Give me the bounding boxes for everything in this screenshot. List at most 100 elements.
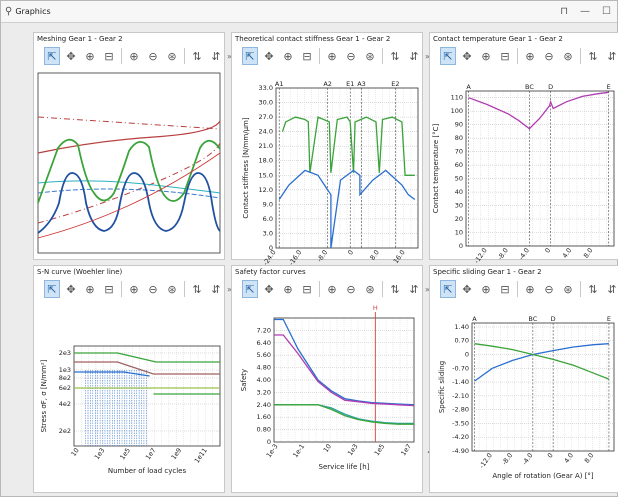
fit-horizontal-button[interactable]: ⇅ (189, 280, 205, 298)
x-tick-label: 10 (69, 447, 80, 458)
x-tick-label: 1e5 (118, 447, 132, 462)
maximize-button[interactable]: ☐ (602, 6, 611, 17)
fit-vertical-button[interactable]: ⇵ (604, 47, 618, 65)
zoom-window-button[interactable]: ⊕ (82, 280, 98, 298)
ruler-button[interactable]: ⊟ (101, 280, 117, 298)
y-axis-label: Contact temperature [°C] (432, 123, 440, 213)
y-tick-label: 7.20 (257, 326, 271, 334)
ruler-icon: ⊟ (104, 49, 114, 63)
y-tick-label: 4.80 (257, 364, 271, 372)
chart-toolbar: ⇱✥⊕⊟⊕⊖⊛⇅⇵» (440, 278, 618, 300)
select-arrow-button[interactable]: ⇱ (242, 47, 258, 65)
zoom-in-button[interactable]: ⊕ (324, 280, 340, 298)
fit-vertical-icon: ⇵ (211, 49, 221, 63)
y-tick-label: 50 (455, 175, 463, 183)
fit-vertical-button[interactable]: ⇵ (604, 280, 618, 298)
select-arrow-button[interactable]: ⇱ (440, 47, 456, 65)
y-tick-label: -0.70 (452, 364, 469, 372)
pan-button[interactable]: ✥ (261, 280, 277, 298)
zoom-out-button[interactable]: ⊖ (343, 280, 359, 298)
pan-icon: ✥ (66, 282, 76, 296)
zoom-fit-button[interactable]: ⊛ (362, 280, 378, 298)
pin-button[interactable]: ⊓ (560, 6, 569, 17)
ruler-button[interactable]: ⊟ (299, 280, 315, 298)
fit-horizontal-button[interactable]: ⇅ (387, 47, 403, 65)
pan-button[interactable]: ✥ (459, 280, 475, 298)
y-tick-label: 20 (455, 215, 463, 223)
toolbar-separator (517, 48, 518, 64)
zoom-out-button[interactable]: ⊖ (145, 47, 161, 65)
toolbar-more-button[interactable]: » (227, 51, 232, 61)
ruler-button[interactable]: ⊟ (101, 47, 117, 65)
y-tick-label: -2.80 (452, 406, 469, 414)
y-tick-label: 2.40 (257, 401, 271, 409)
ruler-icon: ⊟ (104, 282, 114, 296)
x-tick-label: 8.0 (368, 249, 380, 262)
zoom-out-button[interactable]: ⊖ (541, 47, 557, 65)
zoom-window-button[interactable]: ⊕ (280, 280, 296, 298)
select-arrow-icon: ⇱ (245, 49, 255, 63)
x-tick-label: 1e-1 (291, 443, 306, 460)
y-tick-label: 18.0 (259, 157, 273, 165)
zoom-window-button[interactable]: ⊕ (478, 47, 494, 65)
zoom-in-button[interactable]: ⊕ (126, 47, 142, 65)
toolbar-separator (121, 281, 122, 297)
toolbar-separator (517, 281, 518, 297)
zoom-out-icon: ⊖ (544, 282, 554, 296)
ruler-button[interactable]: ⊟ (497, 280, 513, 298)
zoom-fit-button[interactable]: ⊛ (164, 47, 180, 65)
pan-button[interactable]: ✥ (459, 47, 475, 65)
x-tick-label: 4.0 (561, 247, 573, 260)
select-arrow-button[interactable]: ⇱ (242, 280, 258, 298)
toolbar-more-button[interactable]: » (425, 284, 430, 294)
fit-vertical-button[interactable]: ⇵ (406, 280, 422, 298)
panel-sn: S-N curve (Woehler line) ⇱ ✥ ⊕ ⊟ ⊕ ⊖ ⊛ ⇅ ⇵ » 2e2 4… (33, 265, 232, 493)
select-arrow-button[interactable]: ⇱ (440, 280, 456, 298)
gear-2-tooth-profile (37, 172, 221, 234)
pan-button[interactable]: ✥ (63, 47, 79, 65)
zoom-window-icon: ⊕ (283, 282, 293, 296)
zoom-fit-button[interactable]: ⊛ (362, 47, 378, 65)
pan-button[interactable]: ✥ (261, 47, 277, 65)
fit-horizontal-button[interactable]: ⇅ (189, 47, 205, 65)
panel-stiffness: Theoretical contact stiffness Gear 1 - G… (231, 32, 430, 277)
zoom-out-button[interactable]: ⊖ (343, 47, 359, 65)
marker-label: E2 (391, 80, 399, 88)
y-axis-label: Specific sliding (438, 361, 446, 413)
window-titlebar: ⚲ Graphics ⊓ — ☐ (1, 1, 617, 23)
fit-vertical-button[interactable]: ⇵ (208, 280, 224, 298)
zoom-out-icon: ⊖ (148, 49, 158, 63)
fit-horizontal-icon: ⇅ (588, 49, 598, 63)
zoom-window-button[interactable]: ⊕ (478, 280, 494, 298)
fit-vertical-button[interactable]: ⇵ (208, 47, 224, 65)
fit-horizontal-button[interactable]: ⇅ (585, 280, 601, 298)
zoom-window-icon: ⊕ (283, 49, 293, 63)
zoom-window-button[interactable]: ⊕ (82, 47, 98, 65)
select-arrow-button[interactable]: ⇱ (44, 280, 60, 298)
select-arrow-button[interactable]: ⇱ (44, 47, 60, 65)
zoom-in-button[interactable]: ⊕ (126, 280, 142, 298)
zoom-in-button[interactable]: ⊕ (324, 47, 340, 65)
zoom-in-button[interactable]: ⊕ (522, 280, 538, 298)
zoom-fit-button[interactable]: ⊛ (164, 280, 180, 298)
toolbar-more-button[interactable]: » (227, 284, 232, 294)
ruler-icon: ⊟ (302, 282, 312, 296)
zoom-fit-button[interactable]: ⊛ (560, 280, 576, 298)
ruler-button[interactable]: ⊟ (299, 47, 315, 65)
toolbar-more-button[interactable]: » (425, 51, 430, 61)
minimize-button[interactable]: — (580, 6, 591, 17)
marker-label: E (607, 83, 611, 91)
pan-button[interactable]: ✥ (63, 280, 79, 298)
graphics-icon: ⚲ (5, 6, 13, 17)
ruler-icon: ⊟ (302, 49, 312, 63)
zoom-out-button[interactable]: ⊖ (541, 280, 557, 298)
zoom-window-button[interactable]: ⊕ (280, 47, 296, 65)
fit-vertical-button[interactable]: ⇵ (406, 47, 422, 65)
fit-horizontal-button[interactable]: ⇅ (387, 280, 403, 298)
fit-horizontal-button[interactable]: ⇅ (585, 47, 601, 65)
zoom-fit-button[interactable]: ⊛ (560, 47, 576, 65)
ruler-button[interactable]: ⊟ (497, 47, 513, 65)
zoom-out-button[interactable]: ⊖ (145, 280, 161, 298)
x-tick-label: 1e3 (346, 443, 360, 458)
zoom-in-button[interactable]: ⊕ (522, 47, 538, 65)
